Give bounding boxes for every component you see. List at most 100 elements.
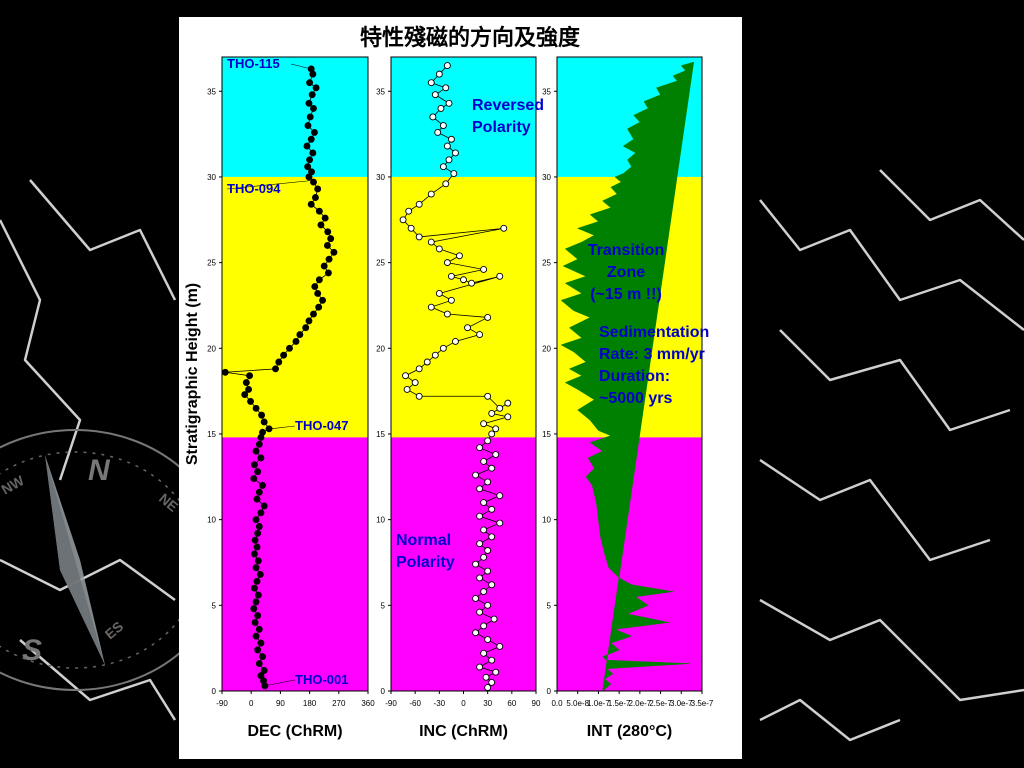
dec-point: [254, 612, 262, 620]
dec-point: [312, 84, 320, 92]
dec-point: [254, 646, 262, 654]
dec-point: [255, 440, 263, 448]
dec-point: [242, 379, 250, 387]
dec-point: [311, 194, 319, 201]
x-tick-label: 3.0e-7: [670, 699, 693, 708]
inc-point: [484, 601, 492, 609]
dec-point: [317, 221, 325, 229]
y-tick-label: 0: [547, 687, 552, 696]
transition-zone-band: [391, 176, 536, 438]
dec-point: [250, 605, 258, 613]
dec-point: [309, 149, 317, 157]
inc-point: [492, 451, 500, 458]
x-tick-label: -90: [216, 699, 228, 708]
inc-point: [445, 99, 453, 107]
dec-point: [255, 488, 263, 496]
inc-point: [476, 574, 484, 582]
inc-point: [447, 135, 455, 143]
transition-zone-annotation: (~15 m !!): [590, 286, 662, 303]
inc-point: [496, 642, 504, 650]
inc-point: [407, 224, 415, 232]
dec-point: [255, 625, 263, 633]
inc-point: [488, 656, 496, 664]
dec-point: [257, 433, 265, 441]
dec-point: [250, 550, 258, 558]
y-tick-label: 20: [207, 344, 216, 353]
inc-point: [415, 200, 423, 208]
x-tick-label: -90: [385, 699, 397, 708]
dec-point: [254, 468, 262, 476]
dec-point: [296, 331, 304, 339]
dec-point: [314, 290, 322, 297]
y-tick-label: 10: [376, 516, 385, 525]
inc-point: [456, 252, 463, 260]
inc-point: [488, 581, 496, 589]
inc-point: [437, 104, 445, 112]
dec-point: [315, 303, 323, 311]
dec-point: [315, 276, 323, 284]
dec-point: [251, 619, 259, 626]
sedimentation-annotation: Sedimentation: [599, 324, 709, 341]
dec-point: [253, 495, 261, 503]
compass-es-label: ES: [102, 618, 127, 642]
y-tick-label: 5: [381, 601, 386, 610]
map-contour-line: [0, 219, 82, 481]
x-tick-label: 2.0e-7: [629, 699, 652, 708]
dec-xlabel: DEC (ChRM): [247, 723, 342, 740]
dec-panel: 0 5 10 15 20 25 30 35 -90 0 90 180 270 360 DEC (ChRM) S…: [184, 56, 375, 740]
inc-point: [488, 464, 496, 472]
inc-point: [472, 595, 480, 602]
sample-leader-line: [290, 63, 312, 70]
inc-point: [484, 437, 492, 445]
inc-point: [427, 238, 435, 246]
dec-point: [258, 411, 266, 419]
sedimentation-annotation: Rate: 3 mm/yr: [599, 346, 705, 363]
inc-point: [443, 142, 451, 150]
dec-point: [254, 591, 262, 599]
x-tick-label: 270: [332, 699, 346, 708]
sample-label: THO-115: [227, 56, 280, 71]
dec-point: [259, 653, 267, 661]
inc-point: [480, 649, 488, 657]
inc-point: [429, 113, 437, 121]
inc-point: [445, 156, 453, 164]
dec-point: [304, 163, 312, 171]
dec-point: [307, 200, 315, 208]
inc-point: [476, 331, 484, 339]
dec-point: [302, 324, 310, 332]
x-tick-label: 60: [507, 699, 516, 708]
reversed-polarity-annotation: Reversed: [472, 97, 544, 114]
inc-point: [442, 180, 450, 188]
normal-polarity-annotation: Polarity: [396, 554, 455, 571]
inc-xlabel: INC (ChRM): [419, 723, 508, 740]
inc-point: [484, 314, 492, 321]
inc-point: [504, 399, 512, 407]
dec-point: [256, 571, 264, 578]
inc-point: [431, 91, 439, 99]
y-tick-label: 25: [376, 259, 385, 268]
dec-point: [221, 368, 229, 376]
inc-point: [488, 678, 496, 686]
dec-point: [275, 358, 283, 366]
inc-point: [484, 547, 492, 554]
sample-leader-line: [270, 425, 296, 430]
dec-point: [257, 639, 265, 647]
inc-point: [427, 79, 435, 87]
dec-point: [320, 262, 328, 270]
inc-point: [488, 533, 496, 541]
x-tick-label: 1.5e-7: [608, 699, 631, 708]
compass-s-label: S: [22, 634, 42, 667]
dec-point: [311, 283, 319, 291]
dec-point: [241, 391, 249, 399]
inc-point: [476, 663, 484, 671]
y-tick-label: 20: [376, 344, 385, 353]
sedimentation-annotation: ~5000 yrs: [599, 390, 673, 407]
dec-point: [252, 447, 260, 455]
dec-point: [324, 228, 332, 236]
int-panel: 0 5 10 15 20 25 30 35 0.0 5.0e-81.0e-71.5e-72.0e-…: [542, 56, 714, 740]
inc-point: [402, 372, 409, 380]
map-contour-line: [29, 179, 177, 301]
inc-point: [480, 457, 488, 465]
chart-title: 特性殘磁的方向及強度: [360, 25, 581, 51]
inc-point: [435, 70, 443, 78]
